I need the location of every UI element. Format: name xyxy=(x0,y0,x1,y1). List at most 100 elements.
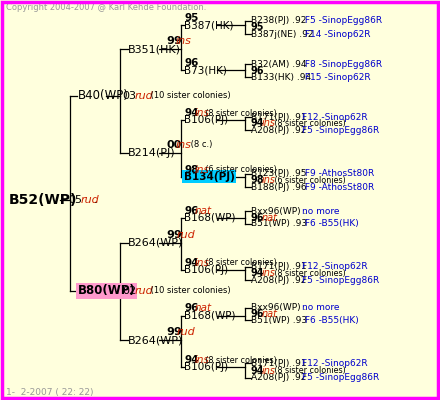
Text: B80(WP): B80(WP) xyxy=(77,284,135,297)
Text: ins: ins xyxy=(194,108,209,118)
Text: 96: 96 xyxy=(184,58,198,68)
Text: (6 sister colonies): (6 sister colonies) xyxy=(272,176,345,185)
Text: (10 sister colonies): (10 sister colonies) xyxy=(148,286,230,295)
Text: F12 -Sinop62R: F12 -Sinop62R xyxy=(301,262,367,271)
Text: 96: 96 xyxy=(251,66,264,76)
Text: 96: 96 xyxy=(251,309,264,319)
Text: F14 -Sinop62R: F14 -Sinop62R xyxy=(301,30,370,39)
Text: (8 sister colonies): (8 sister colonies) xyxy=(203,356,277,365)
Text: A208(PJ) .92: A208(PJ) .92 xyxy=(251,126,306,135)
Text: B171(PJ) .91: B171(PJ) .91 xyxy=(251,112,309,122)
Text: 99: 99 xyxy=(166,230,182,240)
Text: no more: no more xyxy=(301,303,339,312)
Text: B387j(NE) .92: B387j(NE) .92 xyxy=(251,30,313,39)
Text: B32(AM) .94: B32(AM) .94 xyxy=(251,60,306,69)
Text: ins: ins xyxy=(175,140,191,150)
Text: (8 sister colonies): (8 sister colonies) xyxy=(203,258,277,267)
Text: B123(PJ) .95: B123(PJ) .95 xyxy=(251,169,306,178)
Text: nat: nat xyxy=(261,212,277,222)
Text: A208(PJ) .92: A208(PJ) .92 xyxy=(251,373,306,382)
Text: rud: rud xyxy=(135,90,153,100)
Text: rud: rud xyxy=(176,230,195,240)
Text: 03: 03 xyxy=(123,90,137,100)
Text: 02: 02 xyxy=(123,286,137,296)
Text: F5 -SinopEgg86R: F5 -SinopEgg86R xyxy=(301,276,379,285)
Text: 00: 00 xyxy=(166,140,182,150)
Text: B168(WP): B168(WP) xyxy=(184,310,235,320)
Text: A208(PJ) .92: A208(PJ) .92 xyxy=(251,276,306,285)
Text: 98: 98 xyxy=(184,165,198,175)
Text: F6 -B55(HK): F6 -B55(HK) xyxy=(301,316,358,325)
Text: F8 -SinopEgg86R: F8 -SinopEgg86R xyxy=(301,60,382,69)
Text: B264(WP): B264(WP) xyxy=(128,335,183,345)
Text: B171(PJ) .91: B171(PJ) .91 xyxy=(251,262,309,271)
Text: B40(WP): B40(WP) xyxy=(77,89,128,102)
Text: B51(WP) .93: B51(WP) .93 xyxy=(251,220,310,228)
Text: 05: 05 xyxy=(69,195,83,205)
Text: B188(PJ) .96: B188(PJ) .96 xyxy=(251,183,306,192)
Text: B73(HK): B73(HK) xyxy=(184,66,227,76)
Text: ins: ins xyxy=(261,268,275,278)
Text: ins: ins xyxy=(194,165,209,175)
Text: nat: nat xyxy=(261,309,277,319)
Text: F15 -Sinop62R: F15 -Sinop62R xyxy=(301,73,370,82)
Text: F12 -Sinop62R: F12 -Sinop62R xyxy=(301,112,367,122)
Text: no more: no more xyxy=(301,207,339,216)
Text: 94: 94 xyxy=(184,108,198,118)
Text: 99: 99 xyxy=(166,36,182,46)
Text: 94: 94 xyxy=(251,268,264,278)
Text: F5 -SinopEgg86R: F5 -SinopEgg86R xyxy=(301,373,379,382)
Text: ins: ins xyxy=(261,366,275,376)
Text: (8 sister colonies): (8 sister colonies) xyxy=(203,109,277,118)
Text: B238(PJ) .92: B238(PJ) .92 xyxy=(251,16,306,25)
Text: Bxx96(WP) .: Bxx96(WP) . xyxy=(251,303,306,312)
Text: B134(PJ): B134(PJ) xyxy=(184,172,235,182)
Text: B106(PJ): B106(PJ) xyxy=(184,115,228,125)
Text: B351(HK): B351(HK) xyxy=(128,44,181,54)
Text: F9 -AthosSt80R: F9 -AthosSt80R xyxy=(301,183,374,192)
Text: 1-  2-2007 ( 22: 22): 1- 2-2007 ( 22: 22) xyxy=(6,388,93,397)
Text: (6 sister colonies): (6 sister colonies) xyxy=(203,165,277,174)
Text: ins: ins xyxy=(194,258,209,268)
Text: .: . xyxy=(94,195,98,205)
Text: (8 sister colonies): (8 sister colonies) xyxy=(272,366,345,375)
Text: B387(HK): B387(HK) xyxy=(184,20,234,30)
Text: 96: 96 xyxy=(251,212,264,222)
Text: nat: nat xyxy=(194,206,212,216)
Text: B264(WP): B264(WP) xyxy=(128,238,183,248)
Text: 94: 94 xyxy=(251,366,264,376)
Text: F12 -Sinop62R: F12 -Sinop62R xyxy=(301,359,367,368)
Text: ins: ins xyxy=(194,355,209,365)
Text: (8 sister colonies): (8 sister colonies) xyxy=(272,269,345,278)
Text: 94: 94 xyxy=(251,118,264,128)
Text: B51(WP) .93: B51(WP) .93 xyxy=(251,316,310,325)
Text: 94: 94 xyxy=(184,355,198,365)
Text: B106(PJ): B106(PJ) xyxy=(184,265,228,275)
Text: nat: nat xyxy=(194,304,212,314)
Text: F9 -AthosSt80R: F9 -AthosSt80R xyxy=(301,169,374,178)
Text: B106(PJ): B106(PJ) xyxy=(184,362,228,372)
Text: Bxx96(WP) .: Bxx96(WP) . xyxy=(251,207,306,216)
Text: 95: 95 xyxy=(184,13,198,23)
Text: (10 sister colonies): (10 sister colonies) xyxy=(148,91,230,100)
Text: 99: 99 xyxy=(166,327,182,337)
Text: B133(HK) .94: B133(HK) .94 xyxy=(251,73,311,82)
Text: B171(PJ) .91: B171(PJ) .91 xyxy=(251,359,309,368)
Text: (8 sister colonies): (8 sister colonies) xyxy=(272,119,345,128)
Text: 94: 94 xyxy=(184,258,198,268)
Text: 96: 96 xyxy=(184,304,198,314)
Text: B52(WP): B52(WP) xyxy=(9,193,77,207)
Text: 98: 98 xyxy=(251,176,264,186)
Text: ins: ins xyxy=(261,176,275,186)
Text: rud: rud xyxy=(81,195,99,205)
Text: ins: ins xyxy=(261,118,275,128)
Text: F6 -B55(HK): F6 -B55(HK) xyxy=(301,220,358,228)
Text: B168(WP): B168(WP) xyxy=(184,213,235,223)
Text: Copyright 2004-2007 @ Karl Kehde Foundation.: Copyright 2004-2007 @ Karl Kehde Foundat… xyxy=(6,3,206,12)
Text: (8 c.): (8 c.) xyxy=(187,140,212,150)
Text: ins: ins xyxy=(175,36,191,46)
Text: F5 -SinopEgg86R: F5 -SinopEgg86R xyxy=(301,16,382,25)
Text: 96: 96 xyxy=(184,206,198,216)
Text: F5 -SinopEgg86R: F5 -SinopEgg86R xyxy=(301,126,379,135)
Text: B214(PJ): B214(PJ) xyxy=(128,148,176,158)
